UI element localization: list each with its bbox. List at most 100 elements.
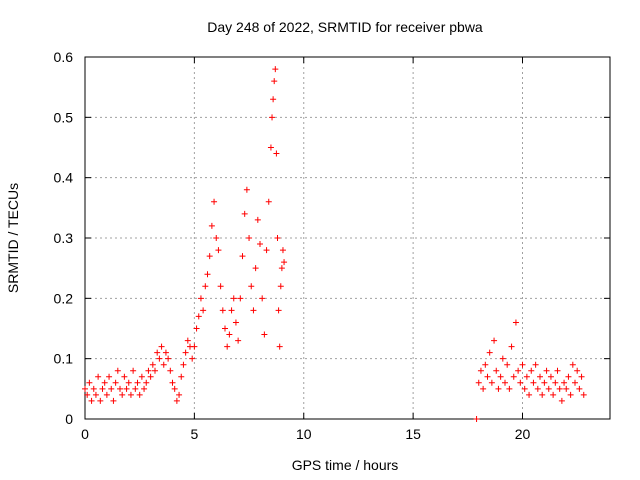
data-point (136, 391, 143, 398)
data-point (493, 367, 500, 374)
data-point (167, 367, 174, 374)
data-point (576, 385, 583, 392)
data-point (534, 385, 541, 392)
x-tick-label: 10 (296, 426, 312, 442)
data-point (143, 379, 150, 386)
data-point (491, 337, 498, 344)
data-point (274, 235, 281, 241)
y-tick-label: 0 (65, 411, 73, 427)
data-point (261, 331, 268, 338)
data-point (169, 379, 176, 386)
data-point (134, 379, 141, 386)
data-point (572, 379, 578, 386)
data-point (484, 373, 491, 380)
data-point (145, 367, 152, 374)
data-point (528, 367, 535, 374)
data-point (281, 259, 288, 266)
y-tick-label: 0.3 (54, 230, 74, 246)
data-point (162, 349, 169, 356)
data-point (211, 198, 218, 205)
x-tick-label: 15 (405, 426, 421, 442)
data-point (475, 379, 482, 386)
data-point (197, 295, 204, 302)
data-point (580, 391, 587, 398)
y-tick-label: 0.1 (54, 351, 74, 367)
data-point (237, 295, 244, 302)
data-point (248, 283, 255, 290)
data-point (278, 265, 285, 272)
data-point (106, 373, 113, 380)
data-point (160, 361, 167, 368)
data-point (246, 235, 253, 241)
data-point (508, 343, 515, 350)
data-point (189, 355, 196, 362)
data-point (486, 349, 493, 356)
data-point (517, 379, 524, 386)
data-point (173, 397, 180, 404)
data-point (545, 385, 552, 392)
data-point (523, 373, 530, 380)
data-point (541, 379, 548, 386)
y-tick-label: 0.2 (54, 290, 74, 306)
data-point (554, 367, 561, 374)
data-point (95, 373, 102, 380)
data-point (82, 385, 88, 392)
data-point (86, 379, 93, 386)
data-point (275, 307, 282, 314)
data-point (537, 373, 543, 380)
data-point (574, 367, 581, 374)
data-point (526, 391, 533, 398)
data-point (90, 385, 97, 392)
data-point (558, 397, 565, 404)
data-point (108, 385, 115, 392)
data-point (110, 397, 117, 404)
data-point (224, 343, 231, 350)
data-point (547, 373, 554, 380)
data-point (495, 385, 502, 392)
data-point (117, 385, 123, 392)
data-point (243, 186, 250, 193)
data-point (488, 379, 495, 386)
data-point (165, 355, 172, 362)
x-tick-labels: 0 5 10 15 20 (81, 426, 530, 442)
data-point (156, 355, 163, 362)
data-point (213, 235, 220, 241)
data-point (141, 385, 148, 392)
data-point (176, 391, 183, 398)
data-point (92, 391, 99, 398)
x-tick-label: 0 (81, 426, 89, 442)
data-point (99, 385, 106, 392)
data-point (84, 391, 91, 398)
data-point (202, 283, 209, 290)
data-point (512, 319, 519, 326)
x-tick-label: 20 (515, 426, 531, 442)
data-point (273, 150, 280, 157)
data-point (119, 391, 126, 398)
data-point (499, 355, 506, 362)
data-point (519, 361, 526, 368)
data-point (241, 210, 248, 217)
data-point (263, 247, 270, 254)
data-point (219, 307, 226, 314)
data-point (250, 307, 257, 314)
data-point (215, 247, 222, 254)
data-point (567, 391, 574, 398)
data-point (132, 385, 139, 392)
data-point (127, 391, 134, 398)
data-point (204, 271, 211, 278)
data-point (565, 373, 572, 380)
chart-title: Day 248 of 2022, SRMTID for receiver pbw… (207, 19, 483, 35)
data-point (267, 144, 274, 151)
data-point (578, 373, 585, 380)
data-point (504, 361, 511, 368)
data-point (193, 325, 200, 332)
data-point (482, 361, 489, 368)
data-point (506, 385, 513, 392)
axis-ticks (84, 56, 610, 420)
data-point (473, 416, 480, 422)
data-point (121, 373, 128, 380)
data-point (477, 367, 484, 374)
data-point (265, 198, 272, 205)
data-point (200, 307, 207, 314)
data-point (270, 96, 277, 103)
